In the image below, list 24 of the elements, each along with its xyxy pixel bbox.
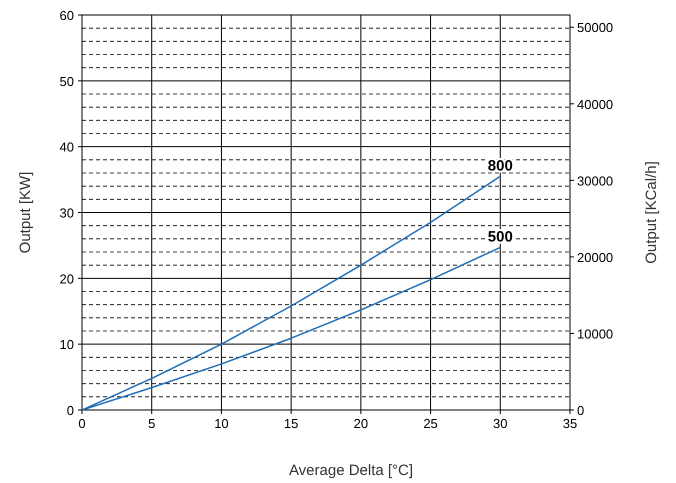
x-tick-label: 15 (284, 416, 298, 431)
x-tick-label: 0 (78, 416, 86, 431)
x-tick-label: 5 (148, 416, 156, 431)
y2-tick-label: 0 (577, 403, 584, 418)
y-tick-label: 0 (66, 403, 74, 418)
y-tick-label: 60 (60, 8, 74, 23)
x-tick-label: 30 (493, 416, 508, 431)
x-tick-label: 10 (214, 416, 229, 431)
x-tick-label: 35 (562, 416, 578, 431)
y-tick-label: 50 (60, 74, 74, 89)
y2-tick-label: 20000 (577, 250, 614, 265)
y-axis-title: Output [KW] (17, 172, 34, 254)
x-axis-title: Average Delta [°C] (288, 462, 414, 479)
y-tick-label: 40 (60, 140, 74, 155)
y-tick-label: 30 (60, 206, 74, 220)
y2-tick-label: 10000 (577, 326, 614, 342)
y2-tick-label: 40000 (577, 96, 614, 112)
y-tick-label: 10 (60, 337, 74, 352)
x-tick-label: 20 (354, 416, 368, 431)
y-tick-label: 20 (60, 271, 74, 286)
y2-tick-label: 30000 (577, 173, 614, 188)
x-tick-label: 25 (423, 416, 438, 431)
y2-tick-label: 50000 (577, 20, 614, 36)
y2-axis-title: Output [KCal/h] (643, 161, 660, 264)
